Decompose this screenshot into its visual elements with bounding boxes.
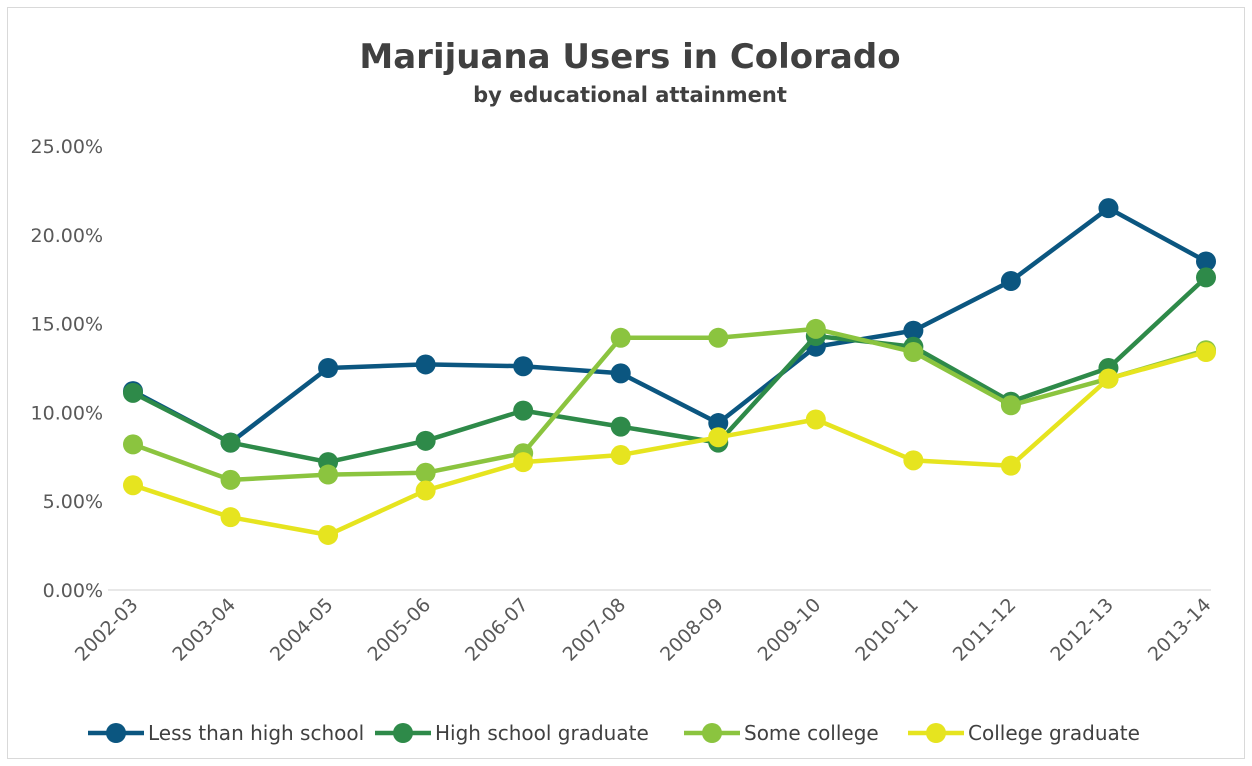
data-point <box>220 469 241 490</box>
x-tick-label: 2006-07 <box>461 594 533 666</box>
data-point <box>318 358 339 378</box>
data-point <box>415 480 436 501</box>
legend-label: Less than high school <box>148 721 364 745</box>
series-line <box>130 205 1209 445</box>
legend-marker <box>393 723 413 743</box>
series-lines <box>123 198 1216 545</box>
legend-item: College graduate <box>908 721 1140 745</box>
data-point <box>220 507 241 528</box>
y-axis-ticks: 0.00% 5.00% 10.00% 15.00% 20.00% 25.00% <box>31 136 103 602</box>
x-tick-label: 2005-06 <box>363 594 435 666</box>
legend-label: Some college <box>744 721 879 745</box>
data-point <box>610 363 631 384</box>
data-point <box>903 450 924 471</box>
y-tick-label: 20.00% <box>31 225 103 247</box>
x-tick-label: 2007-08 <box>559 594 631 666</box>
data-point <box>513 356 534 377</box>
series-line <box>130 326 1209 483</box>
data-point <box>318 464 339 485</box>
x-tick-label: 2010-11 <box>851 594 923 666</box>
legend-label: College graduate <box>968 721 1140 745</box>
data-point <box>415 354 436 375</box>
chart-subtitle: by educational attainment <box>473 83 787 107</box>
x-tick-label: 2012-13 <box>1046 594 1118 666</box>
x-axis-ticks: 2002-03 2003-04 2004-05 2005-06 2006-07 2007-… <box>71 594 1216 666</box>
data-point <box>610 416 631 437</box>
data-point <box>1196 342 1216 363</box>
data-point <box>903 320 924 341</box>
y-tick-label: 0.00% <box>43 580 103 602</box>
legend-marker <box>702 723 722 743</box>
data-point <box>903 342 924 363</box>
data-point <box>1196 267 1216 288</box>
data-point <box>1196 251 1216 272</box>
data-point <box>805 318 826 339</box>
data-point <box>610 445 631 466</box>
data-point <box>1000 455 1021 476</box>
data-point <box>805 409 826 430</box>
data-point <box>1098 198 1119 219</box>
legend-item: Some college <box>684 721 879 745</box>
x-tick-label: 2013-14 <box>1144 594 1216 666</box>
data-point <box>415 430 436 451</box>
data-point <box>513 452 534 473</box>
x-tick-label: 2009-10 <box>754 594 826 666</box>
data-point <box>1000 270 1021 291</box>
legend-item: Less than high school <box>88 721 364 745</box>
x-tick-label: 2008-09 <box>656 594 728 666</box>
y-tick-label: 5.00% <box>43 491 103 513</box>
y-tick-label: 25.00% <box>31 136 103 158</box>
data-point <box>123 434 143 455</box>
series-1 <box>123 198 1216 453</box>
legend-label: High school graduate <box>435 721 649 745</box>
line-chart: Marijuana Users in Colorado by education… <box>31 37 1216 745</box>
series-4 <box>123 342 1216 545</box>
data-point <box>708 413 729 434</box>
series-2 <box>123 267 1216 473</box>
x-tick-label: 2003-04 <box>168 594 240 666</box>
legend-item: High school graduate <box>375 721 649 745</box>
chart-title: Marijuana Users in Colorado <box>359 37 900 77</box>
series-line <box>130 349 1209 538</box>
x-tick-label: 2004-05 <box>266 594 338 666</box>
y-tick-label: 10.00% <box>31 402 103 424</box>
y-tick-label: 15.00% <box>31 314 103 336</box>
data-point <box>708 427 729 448</box>
x-tick-label: 2002-03 <box>71 594 143 666</box>
data-point <box>123 382 143 403</box>
chart-frame: Marijuana Users in Colorado by education… <box>7 7 1245 759</box>
legend-marker <box>926 723 946 743</box>
x-tick-label: 2011-12 <box>949 594 1021 666</box>
data-point <box>513 400 534 421</box>
data-point <box>1000 395 1021 416</box>
data-point <box>1098 368 1119 389</box>
data-point <box>318 524 339 545</box>
legend-marker <box>106 723 126 743</box>
series-line <box>130 275 1209 465</box>
data-point <box>708 327 729 348</box>
series-3 <box>123 318 1216 490</box>
data-point <box>415 462 436 483</box>
legend: Less than high school High school graduat… <box>88 721 1140 745</box>
data-point <box>610 327 631 348</box>
data-point <box>220 432 241 453</box>
data-point <box>123 475 143 496</box>
